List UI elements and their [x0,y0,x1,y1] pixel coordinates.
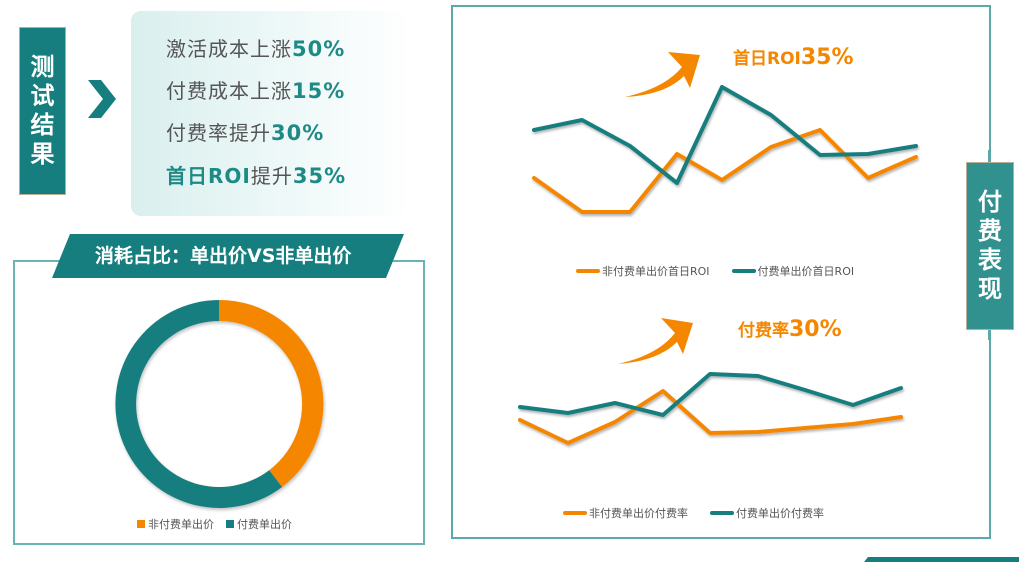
label-char: 表 [978,246,1002,274]
legend-line-teal [731,269,756,273]
label-char: 现 [978,275,1002,303]
test-result-label: 测 试 结 果 [19,27,66,195]
summary-value: 35% [292,164,347,188]
callout-value: 35% [800,45,854,70]
pie-chart-panel [13,260,425,545]
label-char: 测 [30,53,55,81]
summary-row: 付费成本上涨15% [166,75,345,104]
legend-label: 非付费单出价付费率 [589,507,688,520]
rate-callout: 付费率30% [738,316,842,342]
payment-performance-label: 付 费 表 现 [966,162,1014,330]
summary-text: 提升 [250,164,293,188]
legend-label: 付费单出价首日ROI [757,265,855,278]
pie-legend: 非付费单出价 付费单出价 [137,516,292,532]
label-char: 果 [30,140,55,168]
summary-row: 付费率提升30% [166,117,324,146]
roi-callout: 首日ROI35% [733,44,854,70]
summary-row: 首日ROI提升35% [166,160,346,189]
summary-row: 激活成本上涨50% [166,33,345,62]
legend-label: 付费单出价付费率 [736,507,824,520]
summary-text: 付费率提升 [166,121,271,145]
label-char: 费 [978,217,1002,245]
legend-swatch-orange [137,520,145,528]
summary-value: 15% [292,79,346,103]
legend-label: 付费单出价 [237,518,292,531]
callout-prefix: 首日ROI [733,49,801,69]
callout-value: 30% [789,317,842,342]
label-char: 结 [30,111,55,139]
legend-line-orange [576,269,600,273]
summary-highlight: 首日ROI [166,164,251,188]
legend-line-teal [710,511,734,515]
summary-text: 激活成本上涨 [166,37,292,61]
rate-legend: 非付费单出价付费率 付费单出价付费率 [563,505,824,521]
label-char: 付 [978,188,1002,216]
label-char: 试 [30,82,55,110]
summary-value: 50% [292,37,346,61]
roi-legend: 非付费单出价首日ROI 付费单出价首日ROI [576,263,854,279]
summary-box: 激活成本上涨50% 付费成本上涨15% 付费率提升30% 首日ROI提升35% [131,11,411,216]
pie-title: 消耗占比：单出价VS非单出价 [95,245,352,267]
legend-line-orange [563,511,587,515]
legend-label: 非付费单出价 [148,518,214,531]
legend-label: 非付费单出价首日ROI [602,265,710,278]
summary-text: 付费成本上涨 [166,79,292,103]
callout-prefix: 付费率 [738,321,789,341]
legend-swatch-teal [226,520,234,528]
summary-value: 30% [271,121,325,145]
